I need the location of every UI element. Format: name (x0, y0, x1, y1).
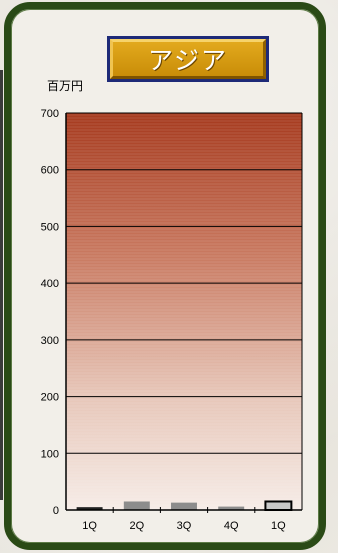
y-tick-label: 300 (41, 335, 59, 347)
plot-stripes (66, 114, 302, 509)
bar (218, 506, 245, 510)
x-tick-label: 2Q (129, 520, 144, 532)
y-tick-label: 0 (53, 505, 59, 517)
y-axis-unit-label: 百万円 (47, 79, 84, 93)
y-tick-label: 600 (41, 165, 59, 177)
left-edge-strip (0, 70, 3, 500)
region-title-inner: アジア (110, 39, 266, 79)
y-tick-label: 500 (41, 221, 59, 233)
y-tick-label: 200 (41, 392, 59, 404)
bar (171, 502, 197, 510)
x-tick-label: 3Q (177, 520, 192, 532)
axes (65, 113, 303, 513)
x-tick-label: 1Q (271, 520, 286, 532)
x-tick-label: 4Q (224, 520, 239, 532)
plot-area (66, 113, 302, 510)
region-title: アジア (147, 47, 228, 75)
y-tick-label: 100 (41, 448, 59, 460)
bar (264, 500, 293, 512)
y-tick-label: 700 (41, 108, 59, 120)
y-tick-labels: 0 100 200 300 400 500 600 700 (41, 108, 59, 517)
x-tick-label: 1Q (82, 520, 97, 532)
bar (76, 507, 103, 510)
bar (123, 501, 150, 510)
x-tick-labels: 1Q 2Q 3Q 4Q 1Q (82, 520, 286, 532)
y-tick-label: 400 (41, 278, 59, 290)
region-title-plate: アジア (107, 36, 269, 82)
